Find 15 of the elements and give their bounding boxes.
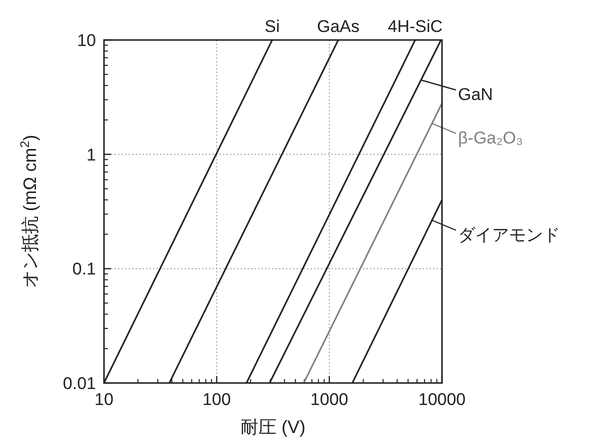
x-axis-title: 耐圧 (V) bbox=[240, 417, 306, 437]
y-tick-label: 0.1 bbox=[72, 260, 96, 279]
legend-label: GaN bbox=[458, 85, 493, 104]
series-label: 4H-SiC bbox=[388, 17, 443, 36]
series-label: Si bbox=[264, 17, 280, 36]
legend-label: β-Ga₂O₃ bbox=[458, 128, 523, 148]
x-tick-label: 10000 bbox=[418, 390, 466, 409]
y-tick-label: 0.01 bbox=[62, 374, 96, 393]
x-tick-label: 10 bbox=[94, 390, 114, 409]
x-tick-label: 100 bbox=[202, 390, 231, 409]
x-tick-label: 1000 bbox=[310, 390, 348, 409]
y-tick-label: 10 bbox=[77, 31, 96, 50]
series-label: GaAs bbox=[316, 17, 360, 36]
y-tick-label: 1 bbox=[86, 145, 96, 164]
legend-label: ダイアモンド bbox=[458, 225, 560, 244]
